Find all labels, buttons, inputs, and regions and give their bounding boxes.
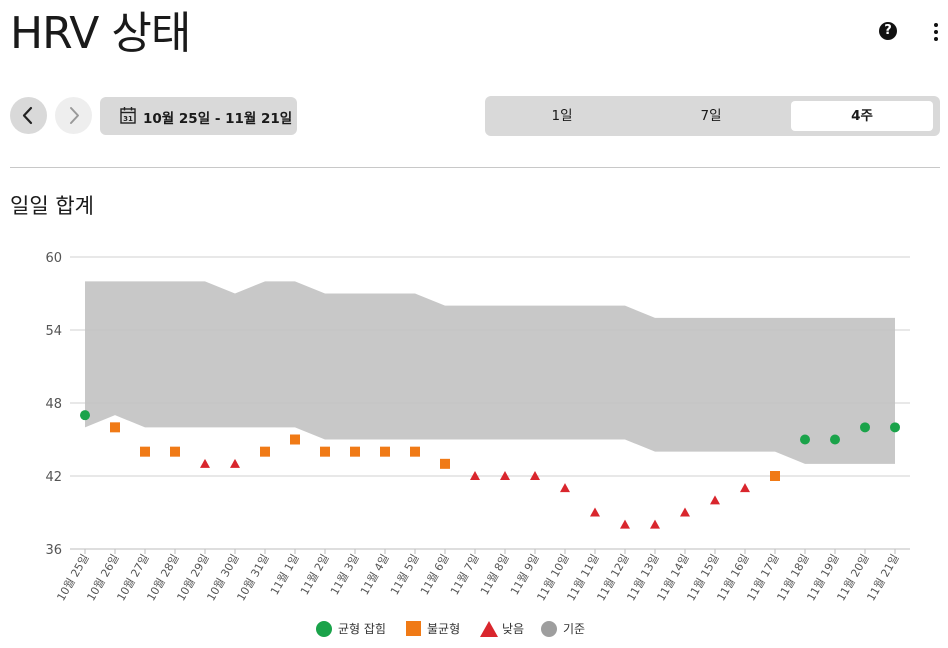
- x-tick-label: 11월 5일: [387, 552, 421, 598]
- y-tick-label: 42: [45, 470, 62, 485]
- legend-marker-unbalanced: [406, 621, 421, 636]
- data-point-low: [530, 471, 540, 480]
- y-tick-label: 36: [45, 543, 62, 558]
- legend-label: 낮음: [502, 622, 525, 636]
- data-point-unbalanced: [410, 446, 420, 457]
- chevron-left-icon: [22, 106, 33, 125]
- data-point-low: [650, 519, 660, 529]
- previous-period-button[interactable]: [10, 97, 47, 134]
- x-tick-label: 11월 1일: [267, 552, 301, 598]
- range-tabs: 1일 7일 4주: [485, 96, 940, 136]
- data-point-unbalanced: [260, 446, 270, 457]
- data-point-unbalanced: [110, 422, 120, 433]
- data-point-low: [230, 458, 240, 468]
- x-tick-label: 11월 4일: [357, 552, 391, 598]
- y-tick-label: 54: [45, 324, 62, 339]
- tab-7-days[interactable]: 7일: [700, 108, 722, 124]
- data-point-low: [200, 458, 210, 468]
- divider: [10, 167, 940, 168]
- data-point-unbalanced: [770, 471, 780, 481]
- data-point-unbalanced: [290, 434, 300, 445]
- legend-marker-low: [480, 621, 498, 637]
- x-tick-label: 11월 8일: [477, 552, 511, 598]
- data-point-balanced: [860, 422, 870, 433]
- x-tick-label: 11월 6일: [417, 552, 451, 598]
- x-tick-label: 11월 9일: [507, 552, 541, 598]
- page-title: HRV 상태: [10, 8, 191, 59]
- legend-label: 불균형: [427, 622, 461, 636]
- data-point-balanced: [80, 410, 90, 421]
- data-point-balanced: [800, 434, 810, 445]
- data-point-unbalanced: [380, 446, 390, 457]
- more-options-icon[interactable]: [926, 21, 946, 43]
- data-point-low: [710, 495, 720, 505]
- data-point-low: [590, 507, 600, 517]
- data-point-unbalanced: [170, 446, 180, 457]
- x-tick-label: 11월 2일: [297, 552, 331, 598]
- legend-marker-balanced: [316, 621, 332, 637]
- data-point-low: [500, 471, 510, 480]
- y-tick-label: 60: [45, 251, 62, 266]
- next-period-button[interactable]: [55, 97, 92, 134]
- x-tick-label: 11월 3일: [327, 552, 361, 598]
- section-title: 일일 합계: [10, 194, 94, 218]
- data-point-low: [680, 507, 690, 517]
- y-tick-label: 48: [45, 397, 62, 412]
- help-icon[interactable]: ?: [879, 22, 897, 40]
- data-point-low: [470, 471, 480, 480]
- tab-4-weeks[interactable]: 4주: [791, 101, 933, 131]
- svg-text:31: 31: [123, 115, 133, 123]
- legend-label: 균형 잡힘: [338, 622, 386, 636]
- data-point-unbalanced: [140, 446, 150, 457]
- chart-legend: 균형 잡힘 불균형 낮음 기준: [0, 618, 948, 640]
- data-point-balanced: [830, 434, 840, 445]
- x-tick-label: 11월 7일: [447, 552, 481, 598]
- calendar-icon: 31: [120, 107, 136, 124]
- tab-1-day[interactable]: 1일: [551, 108, 573, 124]
- data-point-unbalanced: [320, 446, 330, 457]
- data-point-low: [740, 483, 750, 493]
- chevron-right-icon: [70, 107, 79, 124]
- legend-marker-baseline: [541, 621, 557, 637]
- date-range-button[interactable]: 31 10월 25일 - 11월 21일: [100, 97, 297, 135]
- date-range-label: 10월 25일 - 11월 21일: [143, 111, 293, 127]
- legend-label: 기준: [563, 622, 586, 636]
- data-point-low: [620, 519, 630, 529]
- data-point-balanced: [890, 422, 900, 433]
- data-point-low: [560, 483, 570, 493]
- baseline-band: [85, 281, 895, 464]
- data-point-unbalanced: [440, 458, 450, 469]
- data-point-unbalanced: [350, 446, 360, 457]
